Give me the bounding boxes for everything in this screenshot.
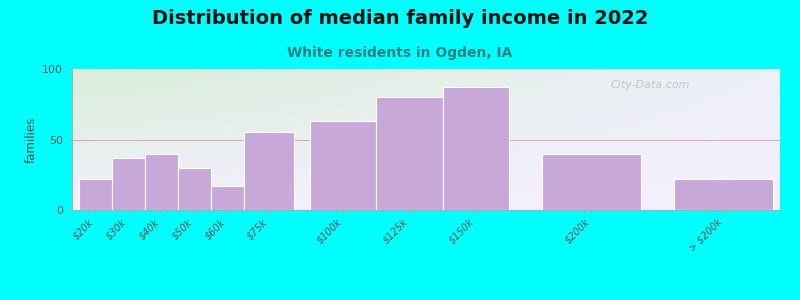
Bar	[674, 179, 774, 210]
Bar	[542, 154, 641, 210]
Bar	[310, 121, 376, 210]
Text: Distribution of median family income in 2022: Distribution of median family income in …	[152, 9, 648, 28]
Bar	[145, 154, 178, 210]
Bar	[442, 87, 509, 210]
Bar	[112, 158, 145, 210]
Bar	[78, 179, 112, 210]
Bar	[376, 97, 442, 210]
Bar	[211, 186, 244, 210]
Text: City-Data.com: City-Data.com	[610, 80, 690, 90]
Text: White residents in Ogden, IA: White residents in Ogden, IA	[287, 46, 513, 61]
Y-axis label: families: families	[25, 116, 38, 163]
Bar	[244, 132, 294, 210]
Bar	[178, 168, 211, 210]
